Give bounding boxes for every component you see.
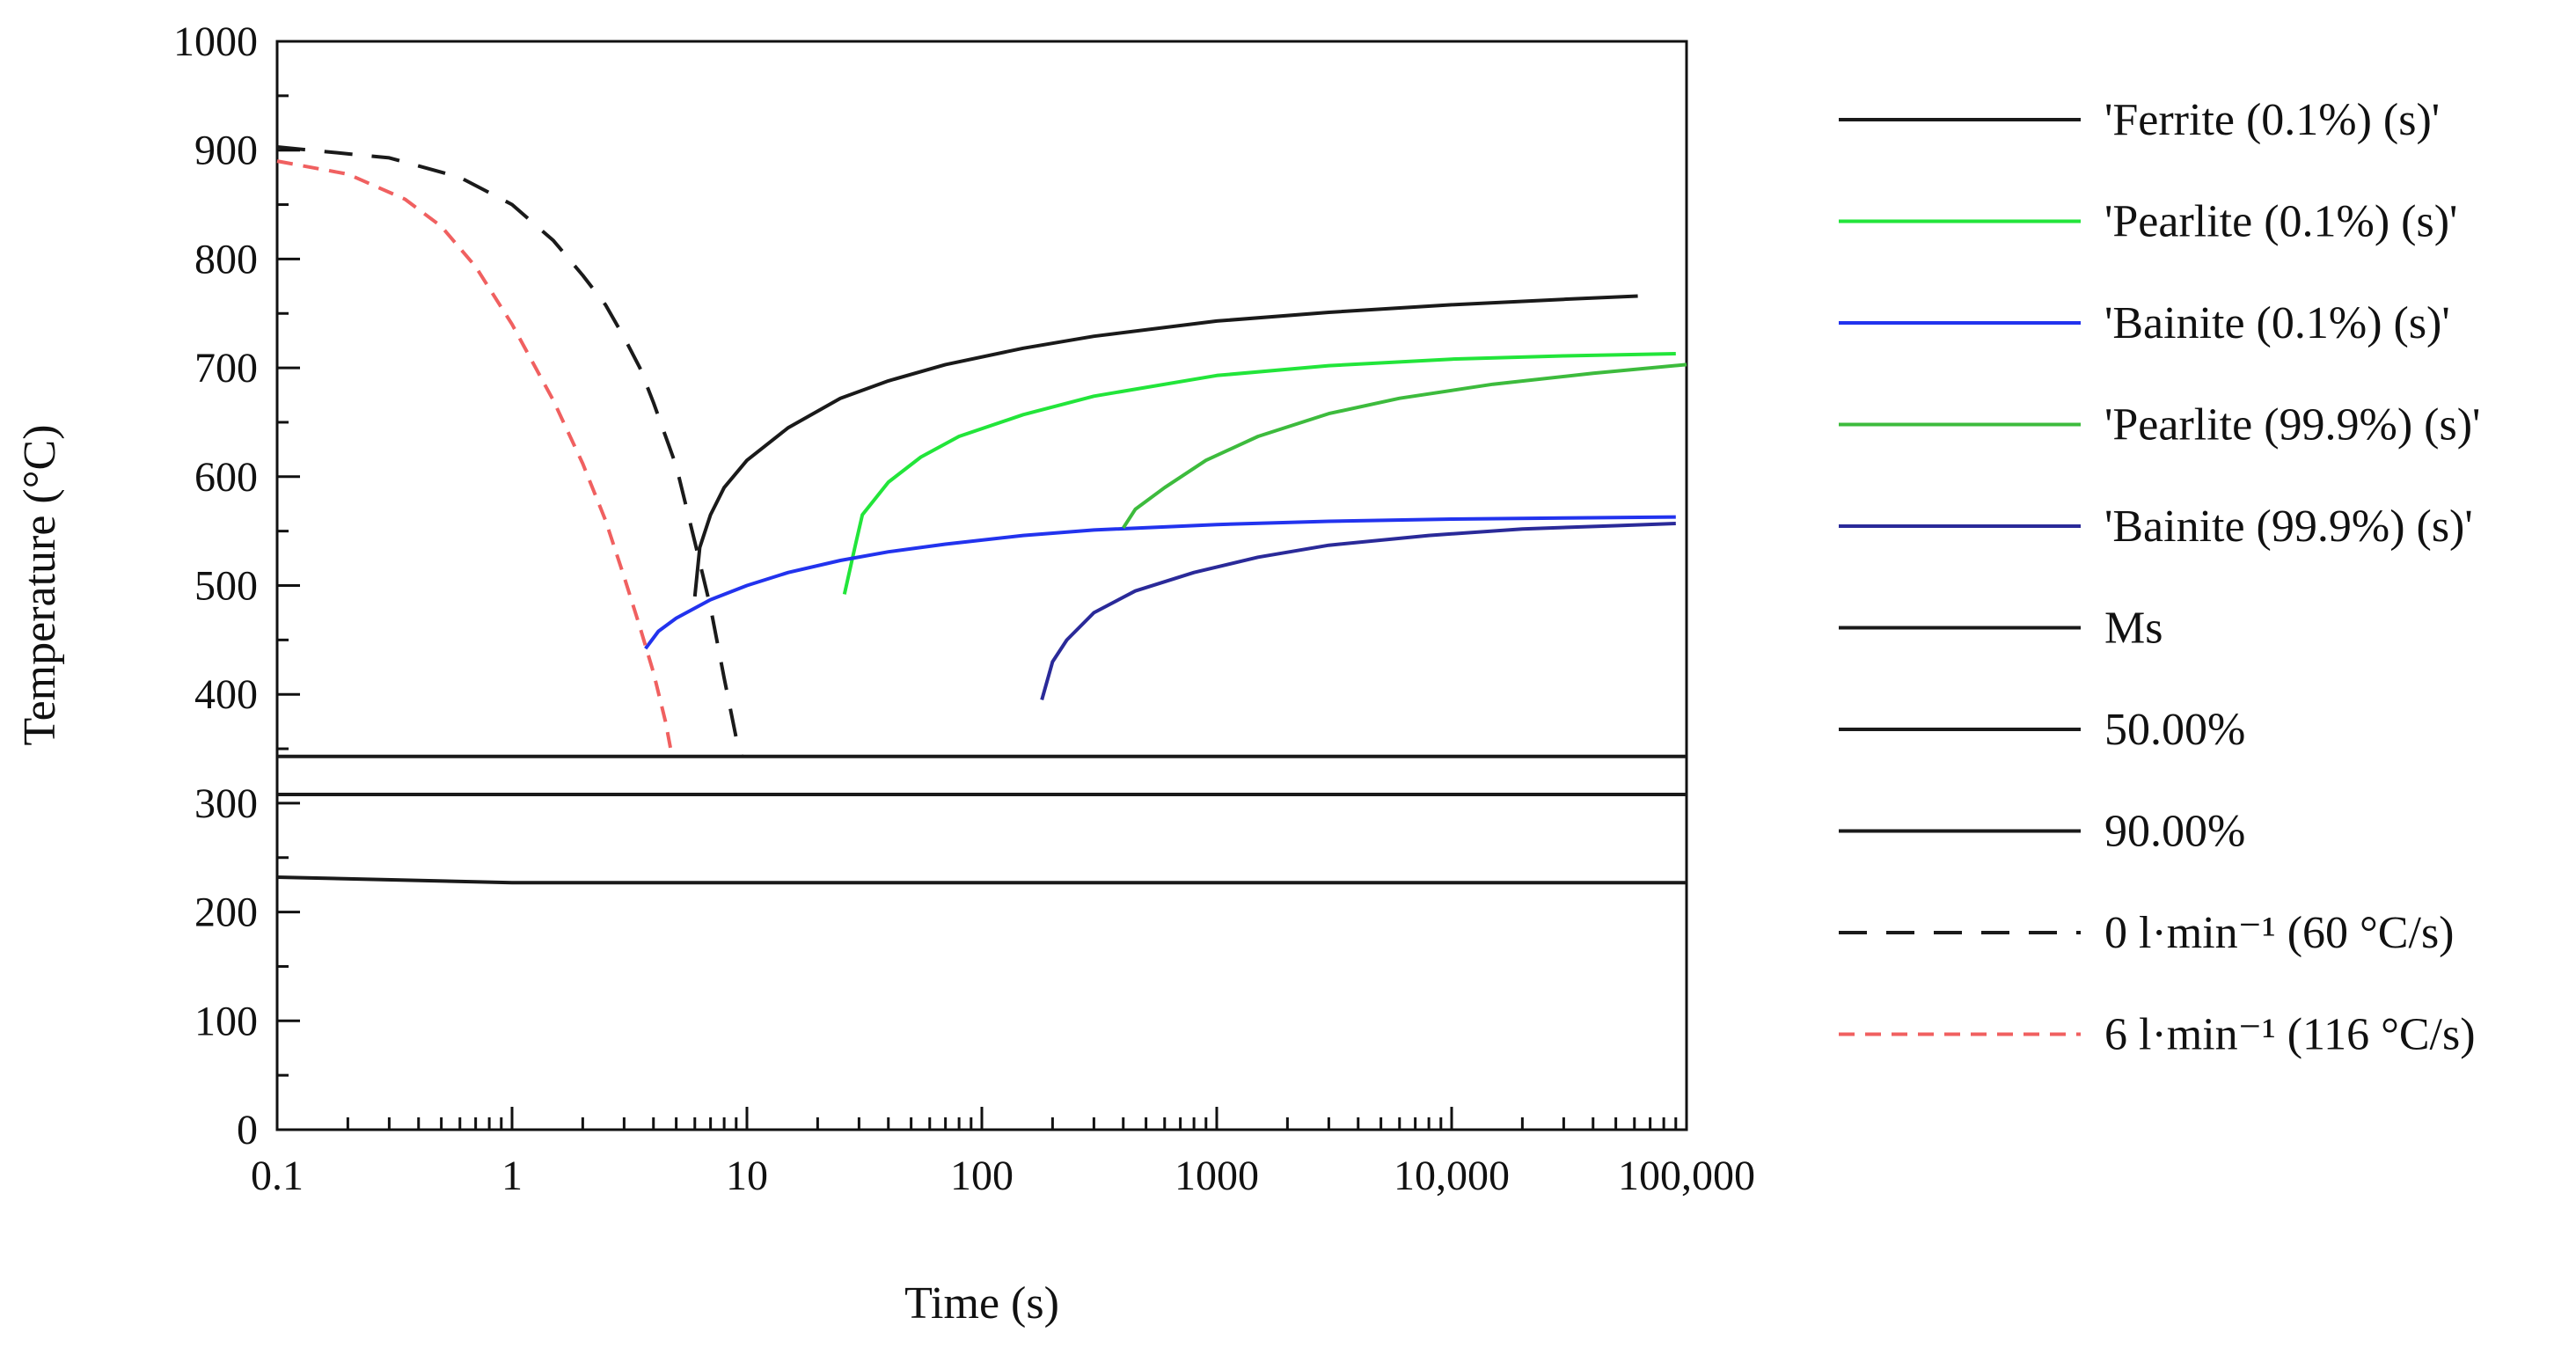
legend-item: 'Bainite (99.9%) (s)' bbox=[1839, 501, 2473, 552]
series-line-1 bbox=[842, 352, 1676, 595]
legend-item: Ms bbox=[1839, 604, 2163, 654]
x-tick-label: 1000 bbox=[1175, 1153, 1259, 1199]
x-axis-title: Time (s) bbox=[904, 1278, 1059, 1329]
series-line-3 bbox=[1122, 362, 1687, 529]
series-layer bbox=[276, 145, 1687, 885]
y-axis-title: Temperature (°C) bbox=[15, 424, 65, 745]
legend-item: 90.00% bbox=[1839, 807, 2245, 857]
legend-item: 'Pearlite (0.1%) (s)' bbox=[1839, 197, 2457, 247]
series-line-7 bbox=[276, 875, 1687, 885]
series-line-2 bbox=[644, 515, 1676, 650]
legend-label: Ms bbox=[2104, 604, 2163, 654]
legend-label: 0 l·min⁻¹ (60 °C/s) bbox=[2104, 908, 2455, 958]
series-line-4 bbox=[1040, 522, 1676, 700]
legend-item: 50.00% bbox=[1839, 705, 2245, 755]
series-line-0 bbox=[692, 294, 1638, 597]
y-tick-label: 700 bbox=[194, 345, 258, 392]
legend-label: 'Bainite (99.9%) (s)' bbox=[2104, 501, 2473, 552]
legend-label: 'Pearlite (99.9%) (s)' bbox=[2104, 400, 2480, 450]
y-tick-label: 900 bbox=[194, 128, 258, 174]
legend-label: 6 l·min⁻¹ (116 °C/s) bbox=[2104, 1010, 2476, 1060]
x-tick-label: 100 bbox=[950, 1153, 1014, 1199]
legend-label: 'Bainite (0.1%) (s)' bbox=[2104, 298, 2450, 348]
legend-label: 50.00% bbox=[2104, 705, 2245, 755]
x-tick-label: 0.1 bbox=[251, 1153, 304, 1199]
series-line-8 bbox=[276, 145, 744, 758]
y-tick-label: 1000 bbox=[173, 18, 258, 65]
y-tick-label: 600 bbox=[194, 454, 258, 501]
y-tick-label: 800 bbox=[194, 236, 258, 282]
legend-label: 'Pearlite (0.1%) (s)' bbox=[2104, 197, 2457, 247]
legend-label: 'Ferrite (0.1%) (s)' bbox=[2104, 95, 2440, 145]
y-tick-label: 100 bbox=[194, 998, 258, 1044]
x-tick-label: 1 bbox=[501, 1153, 523, 1199]
x-tick-label: 100,000 bbox=[1618, 1153, 1755, 1199]
legend-item: 6 l·min⁻¹ (116 °C/s) bbox=[1839, 1010, 2476, 1060]
x-tick-label: 10,000 bbox=[1394, 1153, 1510, 1199]
y-tick-label: 300 bbox=[194, 780, 258, 827]
y-tick-label: 400 bbox=[194, 671, 258, 718]
plot-frame bbox=[275, 40, 1688, 1131]
legend-label: 90.00% bbox=[2104, 807, 2245, 857]
y-tick-label: 0 bbox=[237, 1107, 258, 1153]
legend-item: 0 l·min⁻¹ (60 °C/s) bbox=[1839, 908, 2455, 958]
x-tick-label: 10 bbox=[726, 1153, 768, 1199]
y-tick-label: 200 bbox=[194, 889, 258, 936]
y-tick-label: 500 bbox=[194, 563, 258, 610]
legend: 'Ferrite (0.1%) (s)' 'Pearlite (0.1%) (s)… bbox=[1839, 95, 2480, 1060]
legend-item: 'Ferrite (0.1%) (s)' bbox=[1839, 95, 2440, 145]
series-line-9 bbox=[276, 159, 674, 758]
axis-layer: 0 100 200 300 400 500 600 700 800 900 1000 0.1 1 10 10… bbox=[173, 18, 1755, 1199]
legend-item: 'Bainite (0.1%) (s)' bbox=[1839, 298, 2450, 348]
legend-item: 'Pearlite (99.9%) (s)' bbox=[1839, 400, 2480, 450]
